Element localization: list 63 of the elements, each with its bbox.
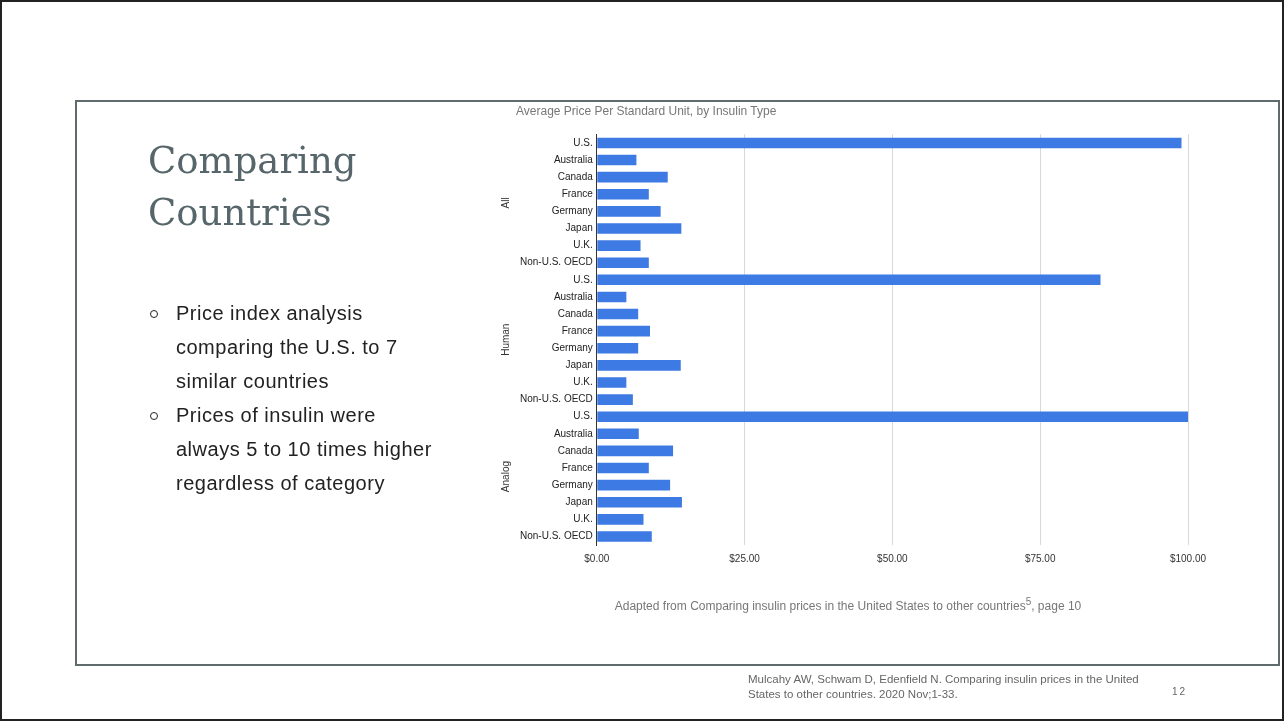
- y-tick-label: Germany: [551, 478, 593, 490]
- y-tick-label: France: [561, 324, 594, 336]
- y-tick-label: Non-U.S. OECD: [520, 256, 593, 268]
- y-tick-label: U.S.: [573, 273, 593, 285]
- bar: [597, 325, 650, 337]
- bar: [597, 514, 644, 525]
- text: Adapted from Comparing insulin prices in the United States to other countries$^{5}$, page 10: [613, 596, 1083, 613]
- bar: [597, 154, 637, 166]
- bar: [597, 342, 639, 354]
- y-tick-label: U.S.: [573, 410, 593, 422]
- y-tick-label: Canada: [557, 444, 594, 456]
- y-tick-label: Australia: [553, 427, 594, 439]
- y-tick-label: Non-U.S. OECD: [520, 530, 593, 542]
- bar: [597, 377, 627, 388]
- x-tick-label: $25.00: [729, 552, 761, 564]
- x-tick-label: $0.00: [584, 552, 610, 564]
- text: Analog: [499, 461, 511, 493]
- bar: [597, 274, 1101, 286]
- y-tick-label: Non-U.S. OECD: [520, 393, 593, 405]
- y-tick-label: Germany: [551, 342, 593, 353]
- text: Price index analysis comparing the U.S. to 7 similar countries: [176, 301, 399, 394]
- y-tick-label: Australia: [553, 153, 594, 165]
- text: Comparing Countries: [148, 138, 358, 236]
- y-tick-label: Canada: [557, 170, 594, 182]
- bar: [597, 257, 649, 269]
- y-tick-label: U.K.: [573, 513, 593, 525]
- bar: [597, 137, 1182, 149]
- y-tick-label: Germany: [551, 205, 593, 217]
- bar: [597, 360, 681, 371]
- bar: [597, 411, 1188, 422]
- bar: [597, 445, 674, 457]
- x-tick-label: $50.00: [877, 552, 909, 564]
- chart-title: Average Price Per Standard Unit, by Insulin Type: [516, 103, 777, 118]
- bar: [597, 394, 633, 405]
- y-tick-label: France: [561, 461, 594, 473]
- y-tick-label: Canada: [557, 307, 594, 319]
- bar: [597, 308, 639, 320]
- bar: [597, 291, 627, 303]
- bar: [597, 479, 671, 491]
- y-tick-label: Japan: [565, 222, 593, 234]
- y-tick-label: U.K.: [573, 239, 593, 251]
- x-tick-label: $75.00: [1024, 552, 1056, 564]
- y-tick-label: France: [561, 188, 594, 200]
- bar: [597, 496, 682, 508]
- y-tick-label: Australia: [553, 290, 594, 302]
- text: 12: [1172, 686, 1188, 697]
- bar: [597, 531, 652, 542]
- text: Mulcahy AW, Schwam D, Edenfield N. Comparing insulin prices in the United States to other countries. 2020 Nov;1-33.: [748, 672, 1140, 702]
- x-tick-label: $100.00: [1169, 552, 1207, 564]
- y-tick-label: Japan: [565, 495, 593, 507]
- bar: [597, 428, 639, 440]
- bar: [597, 240, 641, 251]
- text: Human: [499, 323, 511, 356]
- y-tick-label: U.S.: [573, 136, 593, 148]
- bar: [597, 171, 668, 183]
- bar: [597, 206, 661, 217]
- y-tick-label: U.K.: [573, 376, 593, 388]
- bar: [597, 188, 649, 200]
- bar: [597, 462, 649, 474]
- y-tick-label: Japan: [565, 359, 593, 371]
- text: Prices of insulin were always 5 to 10 times higher regardless of category: [176, 403, 433, 496]
- bar: [597, 223, 682, 234]
- text: All: [499, 197, 511, 209]
